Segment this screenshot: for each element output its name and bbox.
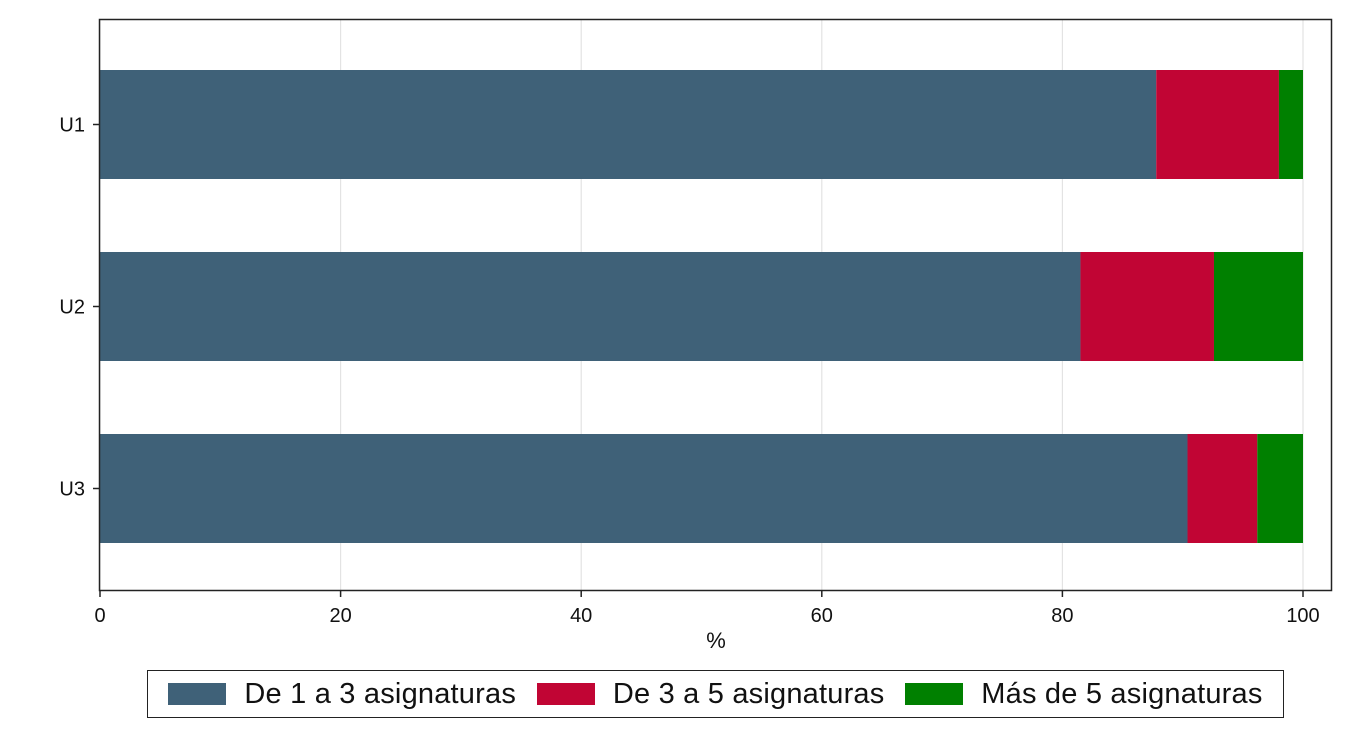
- x-tick-label: 40: [570, 605, 592, 627]
- legend-item: Más de 5 asignaturas: [905, 678, 1262, 711]
- bar-segment: [1080, 252, 1214, 361]
- legend-label: De 3 a 5 asignaturas: [612, 677, 885, 710]
- x-tick-label: 60: [811, 605, 833, 627]
- bar-segment: [100, 252, 1081, 361]
- bar-segment: [1213, 252, 1303, 361]
- x-tick-label: 0: [94, 605, 105, 627]
- x-tick-label: 80: [1051, 605, 1073, 627]
- bar-segment: [100, 434, 1188, 543]
- legend-label: Más de 5 asignaturas: [981, 677, 1263, 710]
- bar-segment: [1257, 434, 1303, 543]
- legend: De 1 a 3 asignaturas De 3 a 5 asignaturas…: [147, 670, 1284, 718]
- bar-segment: [1278, 70, 1303, 179]
- category-label: U2: [59, 297, 85, 319]
- bars: [100, 70, 1303, 543]
- legend-label: De 1 a 3 asignaturas: [244, 677, 517, 710]
- bar-segment: [100, 70, 1157, 179]
- category-label: U1: [59, 115, 85, 137]
- legend-swatch: [536, 683, 595, 705]
- legend-item: De 3 a 5 asignaturas: [536, 677, 885, 711]
- x-tick-label: 100: [1286, 605, 1319, 627]
- legend-item: De 1 a 3 asignaturas: [168, 678, 516, 711]
- bar-segment: [1187, 434, 1258, 543]
- ticks: [93, 123, 1304, 597]
- y-category-labels: U1 U2 U3: [59, 115, 85, 501]
- x-axis-label: %: [706, 628, 726, 653]
- legend-swatch: [168, 683, 227, 705]
- x-tick-label: 20: [329, 605, 351, 627]
- x-tick-labels: 0 20 40 60 80 100: [94, 605, 1319, 627]
- category-label: U3: [59, 479, 85, 501]
- bar-segment: [1156, 70, 1279, 179]
- legend-swatch: [905, 683, 964, 705]
- stacked-bar-chart: 0 20 40 60 80 100 U1 U2 U3 %: [59, 18, 1333, 653]
- plot-frame: [98, 18, 1333, 592]
